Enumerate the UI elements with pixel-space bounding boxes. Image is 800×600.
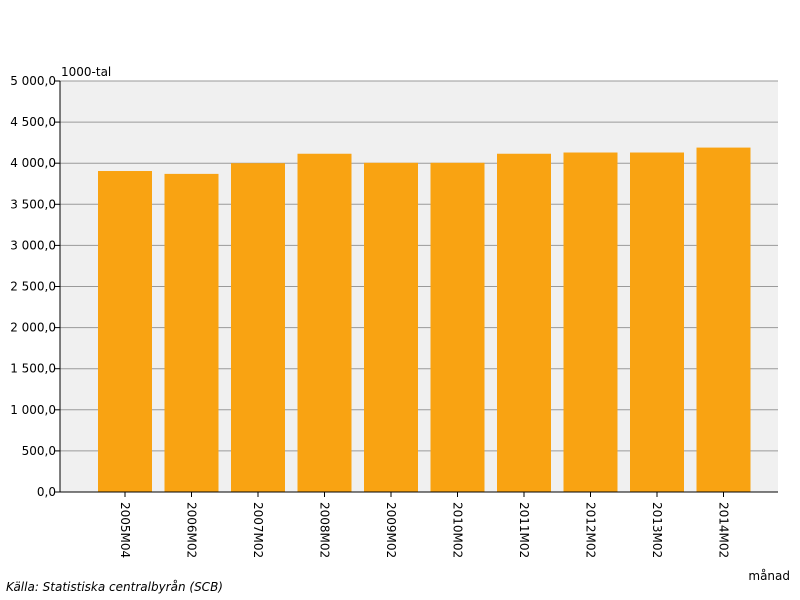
bars <box>98 147 751 493</box>
y-tick-labels: 0,0 500,0 1 000,0 1 500,0 2 000,0 2 500,0 3 00… <box>10 74 60 499</box>
y-tick-label: 2 000,0 <box>10 321 56 335</box>
x-tick-label: 2012M02 <box>584 502 598 558</box>
x-axis-title: månad <box>748 569 790 583</box>
bar-2006M02 <box>164 173 219 493</box>
bar-2009M02 <box>364 162 418 492</box>
y-axis-unit-label: 1000-tal <box>61 65 111 79</box>
y-tick-label: 4 000,0 <box>10 156 56 170</box>
bar-2008M02 <box>297 153 352 492</box>
x-tick-label: 2011M02 <box>517 502 531 558</box>
bar-2010M02 <box>430 162 485 492</box>
bar-2007M02 <box>231 163 285 492</box>
x-tick-label: 2008M02 <box>318 502 332 558</box>
x-tick-label: 2014M02 <box>717 502 731 558</box>
x-tick-label: 2005M04 <box>118 502 132 558</box>
bar-2012M02 <box>563 152 618 492</box>
y-tick-label: 5 000,0 <box>10 74 56 88</box>
bar-2014M02 <box>696 147 751 492</box>
y-tick-label: 3 500,0 <box>10 197 56 211</box>
x-tick-label: 2007M02 <box>251 502 265 558</box>
x-tick-label: 2006M02 <box>185 502 199 558</box>
x-tick-label: 2013M02 <box>650 502 664 558</box>
bar-2013M02 <box>630 152 684 492</box>
bar-2011M02 <box>497 153 551 492</box>
x-tick-label: 2009M02 <box>384 502 398 558</box>
y-tick-label: 3 000,0 <box>10 238 56 252</box>
x-tick-labels: 2005M04 2006M02 2007M02 2008M02 2009M02 2010M… <box>118 492 731 558</box>
source-note: Källa: Statistiska centralbyrån (SCB) <box>6 580 223 594</box>
y-tick-label: 500,0 <box>22 444 56 458</box>
y-tick-label: 4 500,0 <box>10 115 56 129</box>
y-tick-label: 1 500,0 <box>10 362 56 376</box>
bar-2005M04 <box>98 171 152 492</box>
x-tick-label: 2010M02 <box>451 502 465 558</box>
y-tick-label: 2 500,0 <box>10 280 56 294</box>
y-tick-label: 1 000,0 <box>10 403 56 417</box>
y-tick-label: 0,0 <box>37 485 56 499</box>
